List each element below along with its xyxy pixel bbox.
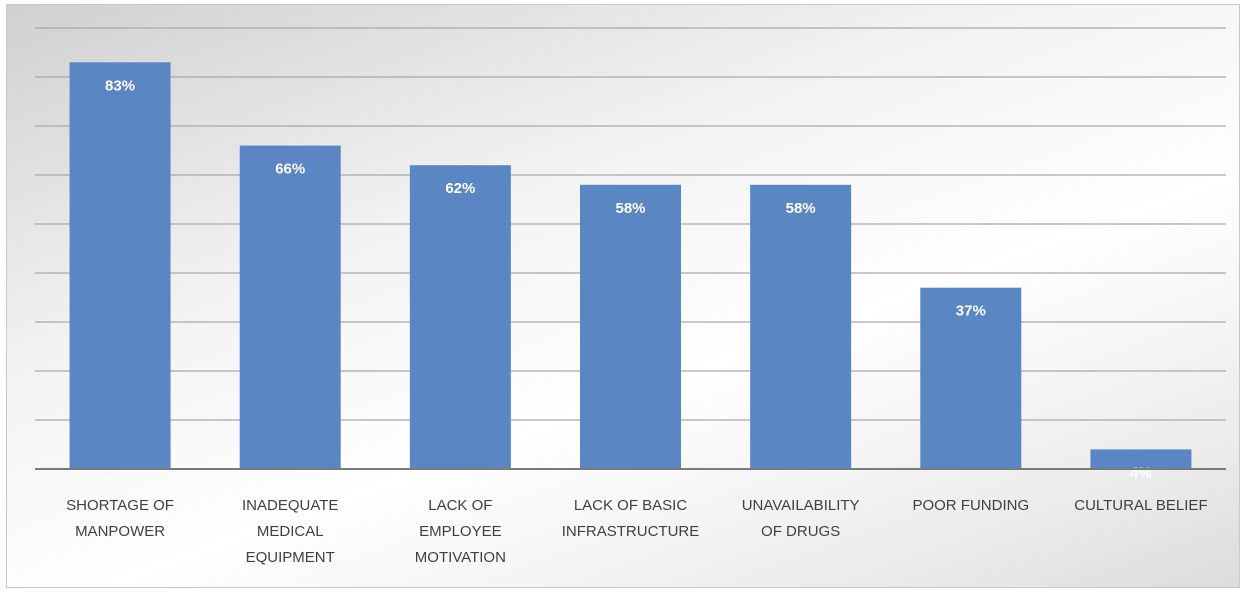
- x-tick-label: INADEQUATE MEDICAL EQUIPMENT: [242, 497, 338, 566]
- x-tick-label-line: LACK OF BASIC: [574, 497, 688, 514]
- x-tick-label-line: CULTURAL BELIEF: [1074, 497, 1207, 514]
- data-label: 83%: [105, 77, 135, 94]
- data-label: 58%: [615, 200, 645, 217]
- bar: [580, 184, 681, 470]
- bar: [69, 62, 171, 470]
- x-tick-label-line: LACK OF: [428, 497, 492, 514]
- x-tick-label-line: MANPOWER: [75, 523, 165, 540]
- data-label: 4%: [1130, 464, 1152, 481]
- x-tick-label: CULTURAL BELIEF: [1074, 497, 1207, 514]
- data-label: 66%: [275, 161, 305, 178]
- x-tick-label: LACK OF EMPLOYEE MOTIVATION: [415, 497, 506, 566]
- x-tick-label-line: MOTIVATION: [415, 549, 506, 566]
- bar: [409, 165, 511, 469]
- data-label: 62%: [445, 180, 475, 197]
- x-tick-label-line: POOR FUNDING: [912, 497, 1029, 514]
- x-tick-label-line: EMPLOYEE: [419, 523, 502, 540]
- x-tick-label-line: UNAVAILABILITY: [742, 497, 860, 514]
- x-tick-label-line: SHORTAGE OF: [66, 497, 174, 514]
- bar: [750, 184, 852, 470]
- x-tick-label-line: INADEQUATE: [242, 497, 338, 514]
- x-tick-label-line: EQUIPMENT: [246, 549, 335, 566]
- bar: [1090, 449, 1192, 469]
- x-tick-label-line: MEDICAL: [257, 523, 324, 540]
- x-tick-label: UNAVAILABILITY OF DRUGS: [742, 497, 860, 540]
- x-tick-label-line: OF DRUGS: [761, 523, 840, 540]
- x-tick-label: LACK OF BASIC INFRASTRUCTURE: [562, 497, 700, 540]
- x-tick-label: POOR FUNDING: [912, 497, 1029, 514]
- x-tick-label: SHORTAGE OF MANPOWER: [66, 497, 174, 540]
- bar: [239, 145, 341, 469]
- data-label: 58%: [786, 200, 816, 217]
- x-tick-label-line: INFRASTRUCTURE: [562, 523, 700, 540]
- data-label: 37%: [956, 303, 986, 320]
- bar: [920, 287, 1022, 469]
